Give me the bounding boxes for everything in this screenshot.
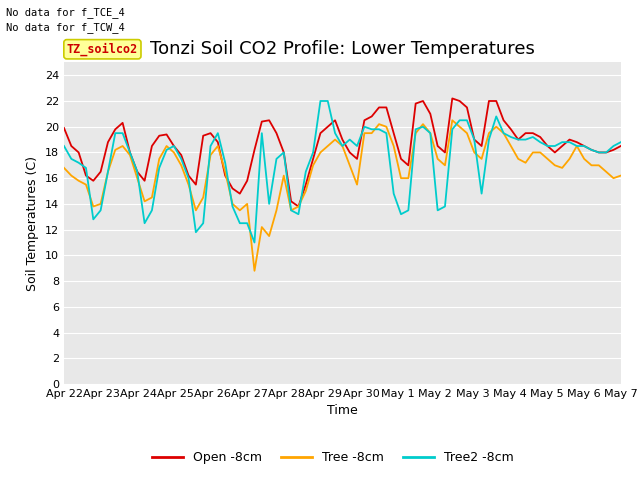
Text: No data for f_TCE_4: No data for f_TCE_4 [6, 7, 125, 18]
X-axis label: Time: Time [327, 405, 358, 418]
Legend: Open -8cm, Tree -8cm, Tree2 -8cm: Open -8cm, Tree -8cm, Tree2 -8cm [147, 446, 519, 469]
Text: No data for f_TCW_4: No data for f_TCW_4 [6, 22, 125, 33]
Y-axis label: Soil Temperatures (C): Soil Temperatures (C) [26, 156, 39, 291]
Text: TZ_soilco2: TZ_soilco2 [67, 43, 138, 56]
Title: Tonzi Soil CO2 Profile: Lower Temperatures: Tonzi Soil CO2 Profile: Lower Temperatur… [150, 40, 535, 58]
